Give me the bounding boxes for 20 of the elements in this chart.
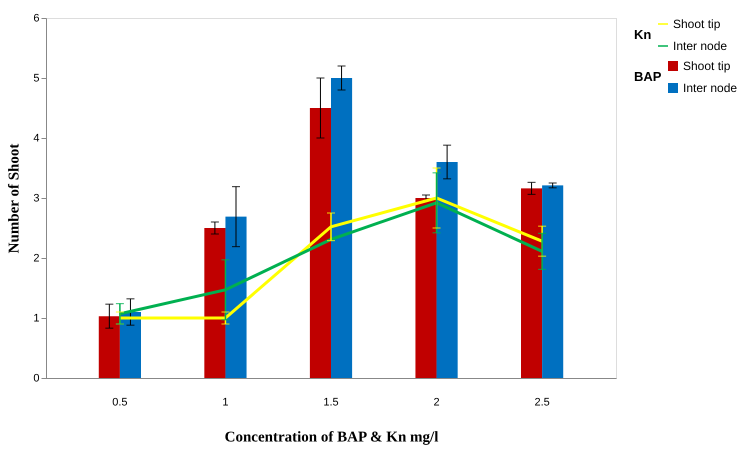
x-axis-title: Concentration of BAP & Kn mg/l <box>224 430 438 446</box>
y-tick-label: 1 <box>33 312 40 324</box>
x-tick-label: 2 <box>433 396 440 408</box>
y-tick-label: 5 <box>33 72 40 84</box>
text: Kn <box>634 27 652 42</box>
x-tick-label: 1.5 <box>323 396 339 408</box>
y-axis-title: Number of Shoot <box>6 144 22 254</box>
legend-label: Shoot tip <box>673 17 721 31</box>
y-tick-label: 2 <box>33 252 40 264</box>
y-tick-label: 0 <box>33 372 40 384</box>
legend-label: Inter node <box>683 81 738 95</box>
y-tick-label: 3 <box>33 192 40 204</box>
legend-label: Shoot tip <box>683 59 731 73</box>
x-tick-label: 2.5 <box>534 396 550 408</box>
x-tick-label: 1 <box>222 396 229 408</box>
text: BAP <box>634 69 662 84</box>
x-tick-label: 0.5 <box>112 396 128 408</box>
y-tick-label: 6 <box>33 12 40 24</box>
y-tick-label: 4 <box>33 132 40 144</box>
legend-label: Inter node <box>673 39 728 53</box>
